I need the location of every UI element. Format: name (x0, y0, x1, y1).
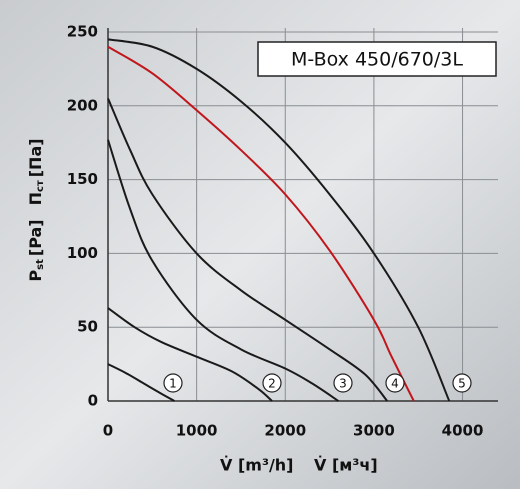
annotation: 1 (169, 377, 177, 391)
annotation-circle (333, 373, 353, 393)
annotation-circle (262, 373, 282, 393)
x-tick-label: 4000 (442, 422, 484, 440)
series-line (107, 45, 415, 402)
x-axis-label: V̇ [м³ч] (314, 456, 378, 475)
x-axis-label: V̇ [m³/h] (220, 456, 294, 475)
y-axis-label: Pst [Pa] Пст [Па] (26, 138, 47, 281)
annotation: 3 (339, 377, 347, 391)
x-tick-label: 0 (103, 422, 113, 440)
annotation-circle (385, 373, 405, 393)
annotation-circle (163, 373, 183, 393)
title-box (257, 41, 497, 77)
y-label-part: P (26, 270, 45, 282)
annotation: 2 (268, 377, 276, 391)
y-label-part: [Pa] (26, 219, 45, 256)
y-tick-label: 100 (67, 244, 98, 262)
y-label-part: ст (35, 180, 46, 192)
chart-title: M-Box 450/670/3L (291, 49, 463, 71)
y-tick-label: 150 (67, 170, 98, 188)
annotation: 4 (391, 377, 399, 391)
y-label-part: st (35, 259, 46, 270)
annotation-circle (452, 373, 472, 393)
x-tick-label: 3000 (353, 422, 395, 440)
y-label-part: [Па] (26, 138, 45, 177)
y-tick-label: 250 (67, 23, 98, 41)
series-line (107, 307, 273, 402)
series-line (107, 38, 451, 402)
x-tick-label: 2000 (264, 422, 306, 440)
series-line (107, 139, 340, 402)
series-line (107, 98, 388, 402)
annotation: 5 (458, 377, 466, 391)
y-tick-label: 200 (67, 96, 98, 114)
x-tick-label: 1000 (176, 422, 218, 440)
y-tick-label: 50 (77, 318, 98, 336)
series-line (107, 363, 175, 402)
y-label-part: П (26, 192, 45, 205)
y-tick-label: 0 (88, 392, 98, 410)
